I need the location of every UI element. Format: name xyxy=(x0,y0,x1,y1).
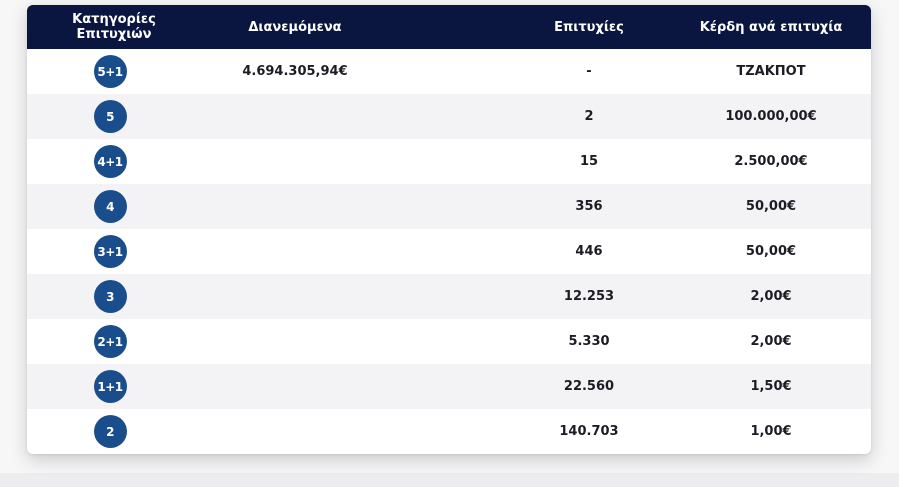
table-row: 4 356 50,00€ xyxy=(27,184,871,229)
table-row: 2 140.703 1,00€ xyxy=(27,409,871,454)
distributed-cell: 4.694.305,94€ xyxy=(242,64,348,79)
winners-cell: 5.330 xyxy=(568,334,610,349)
prize-cell: 2,00€ xyxy=(750,334,792,349)
winners-cell: 2 xyxy=(584,109,594,124)
header-winners: Επιτυχίες xyxy=(554,19,624,35)
category-badge: 4+1 xyxy=(93,145,127,178)
category-badge: 4 xyxy=(93,190,127,223)
winners-cell: 446 xyxy=(575,244,603,259)
bottom-strip xyxy=(0,473,899,487)
category-badge: 3+1 xyxy=(93,235,127,268)
winners-cell: 15 xyxy=(579,154,599,169)
table-row: 3 12.253 2,00€ xyxy=(27,274,871,319)
table-row: 3+1 446 50,00€ xyxy=(27,229,871,274)
category-badge: 1+1 xyxy=(93,370,127,403)
prize-cell: ΤΖΑΚΠΟΤ xyxy=(736,64,806,79)
winners-cell: 140.703 xyxy=(559,424,619,439)
table-row: 5 2 100.000,00€ xyxy=(27,94,871,139)
prize-cell: 2.500,00€ xyxy=(734,154,808,169)
winners-cell: 12.253 xyxy=(563,289,615,304)
header-prize: Κέρδη ανά επιτυχία xyxy=(699,19,843,35)
winners-cell: 356 xyxy=(575,199,603,214)
table-row: 1+1 22.560 1,50€ xyxy=(27,364,871,409)
category-badge: 3 xyxy=(93,280,127,313)
table-row: 5+1 4.694.305,94€ - ΤΖΑΚΠΟΤ xyxy=(27,49,871,94)
prize-cell: 1,00€ xyxy=(750,424,792,439)
category-badge: 5 xyxy=(93,100,127,133)
category-badge: 2+1 xyxy=(93,325,127,358)
prize-cell: 100.000,00€ xyxy=(725,109,817,124)
header-category: Κατηγορίες Επιτυχιών xyxy=(72,12,156,42)
table-header: Κατηγορίες Επιτυχιών Διανεμόμενα Επιτυχί… xyxy=(27,5,871,49)
prize-cell: 50,00€ xyxy=(745,199,797,214)
results-table: Κατηγορίες Επιτυχιών Διανεμόμενα Επιτυχί… xyxy=(27,5,871,454)
category-badge: 5+1 xyxy=(93,55,127,88)
prize-cell: 50,00€ xyxy=(745,244,797,259)
header-distributed: Διανεμόμενα xyxy=(248,19,342,35)
category-badge: 2 xyxy=(93,415,127,448)
table-row: 2+1 5.330 2,00€ xyxy=(27,319,871,364)
winners-cell: - xyxy=(586,64,592,79)
prize-cell: 1,50€ xyxy=(750,379,792,394)
winners-cell: 22.560 xyxy=(563,379,615,394)
prize-cell: 2,00€ xyxy=(750,289,792,304)
table-row: 4+1 15 2.500,00€ xyxy=(27,139,871,184)
